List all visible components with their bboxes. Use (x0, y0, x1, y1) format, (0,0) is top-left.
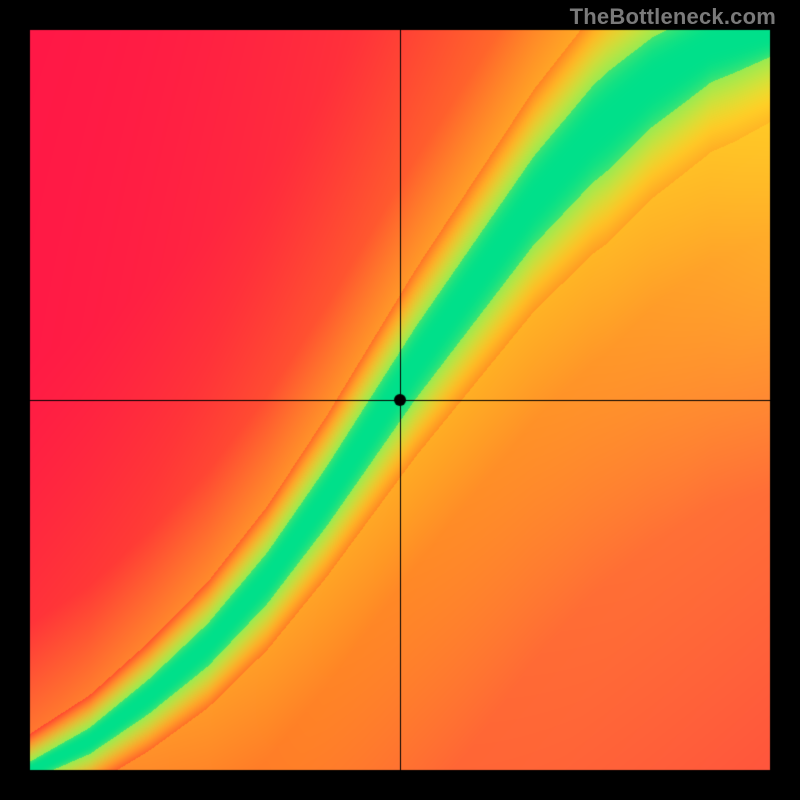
watermark-text: TheBottleneck.com (570, 4, 776, 30)
bottleneck-heatmap (0, 0, 800, 800)
